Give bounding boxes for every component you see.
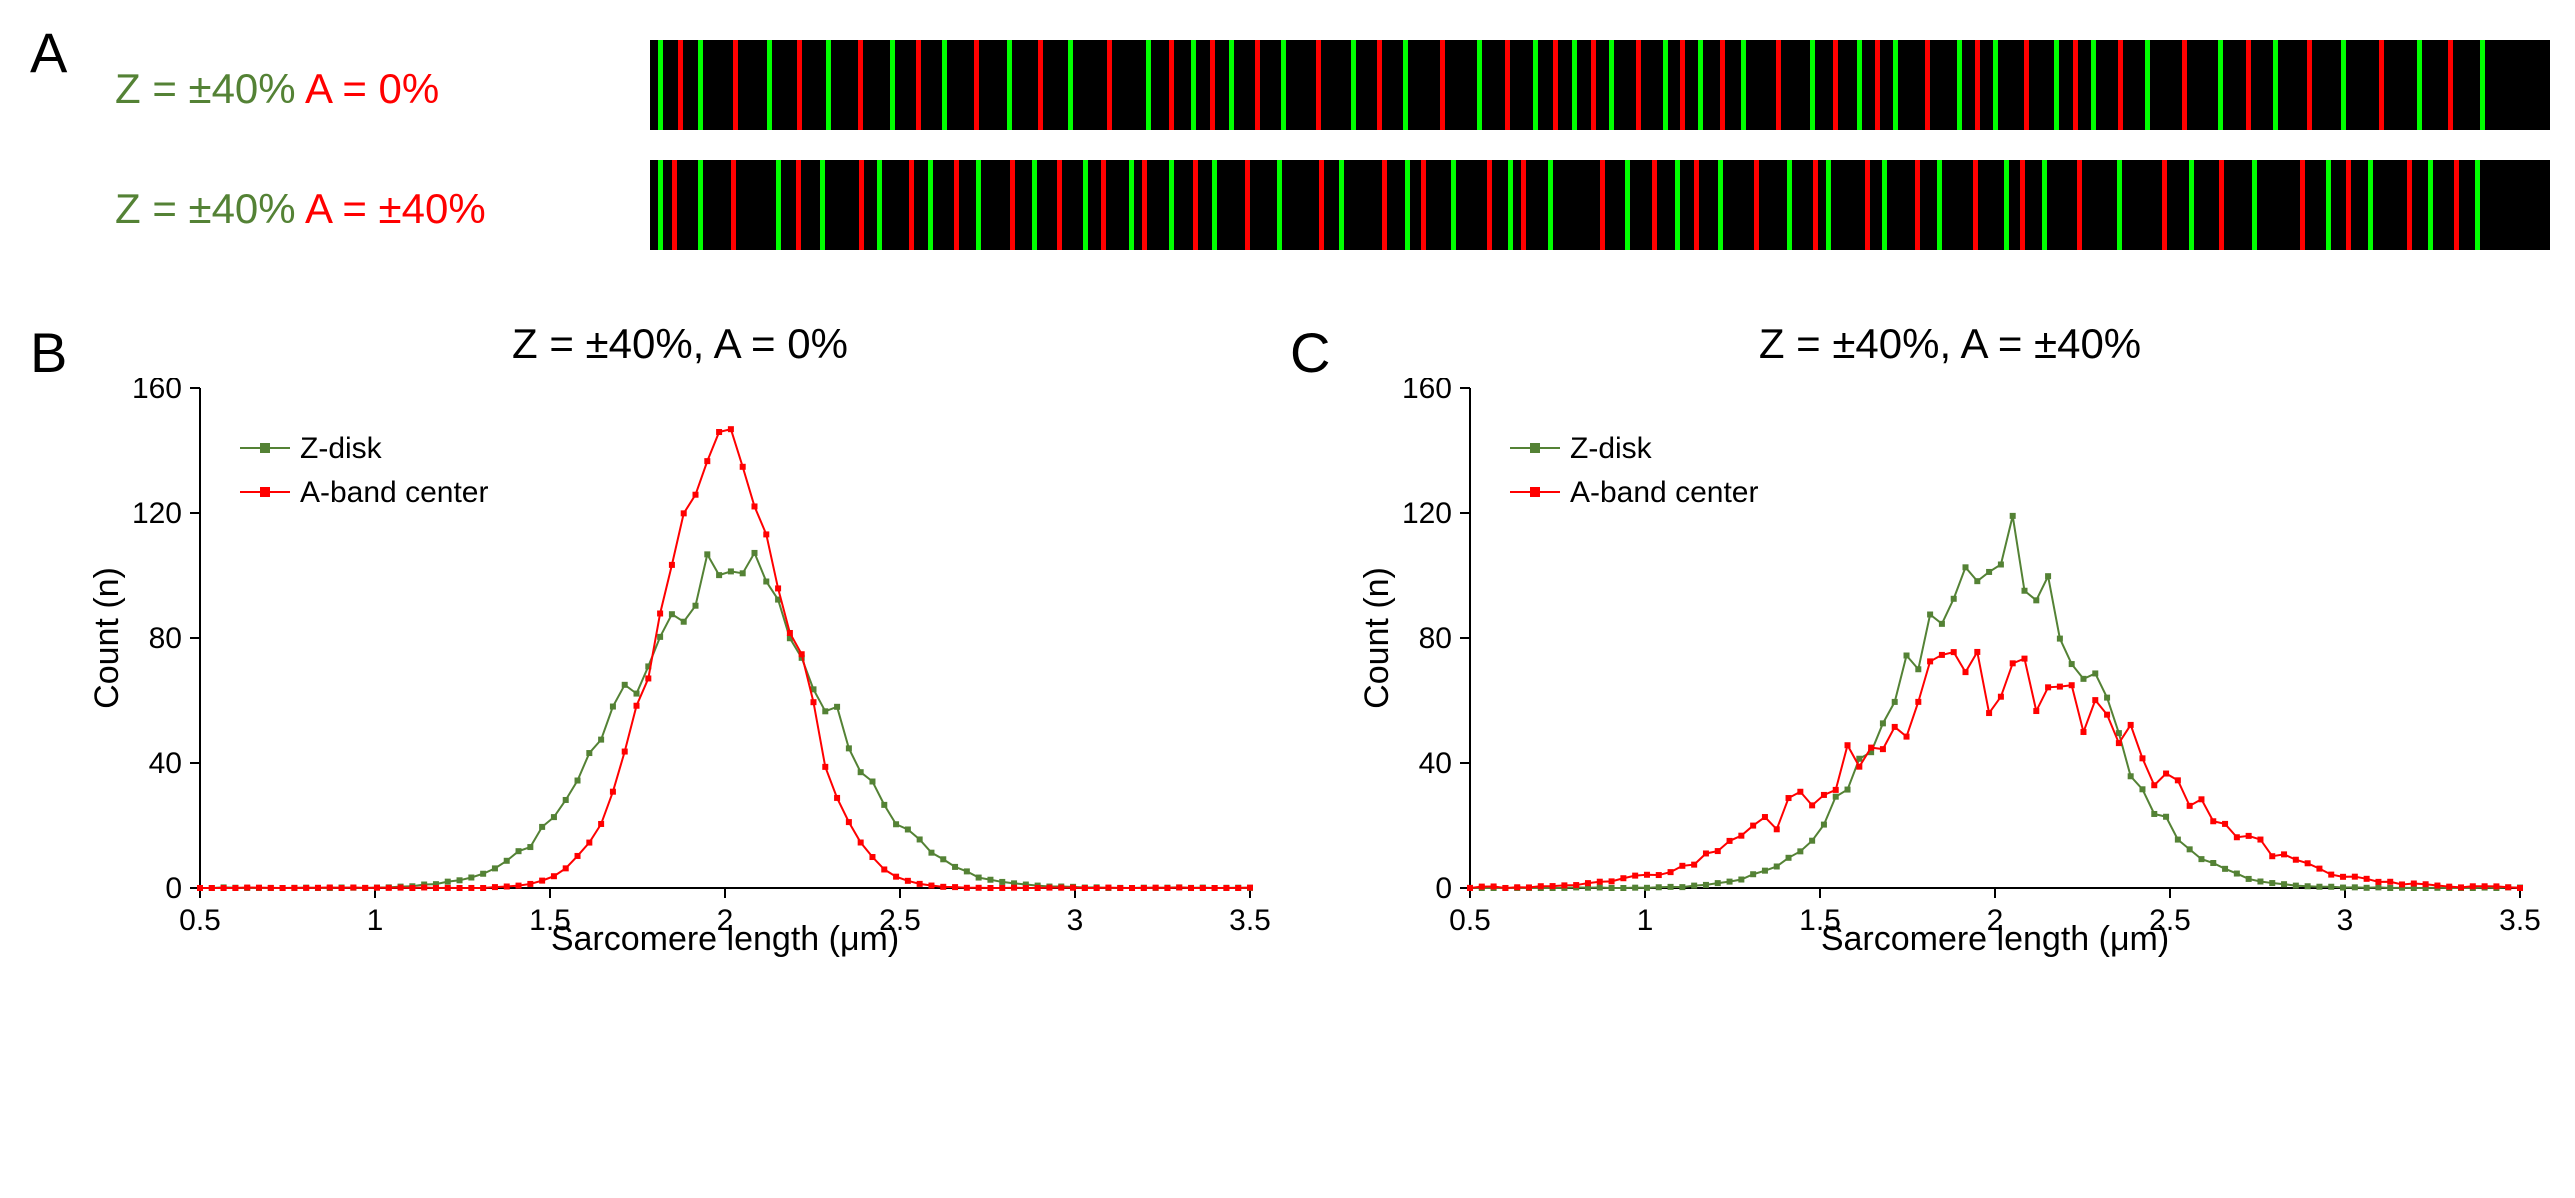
- svg-text:160: 160: [1402, 378, 1452, 405]
- svg-text:3: 3: [2337, 904, 2354, 937]
- svg-text:160: 160: [132, 378, 182, 405]
- sarcomere-strip-row2: [650, 160, 2550, 250]
- svg-text:0: 0: [165, 872, 182, 905]
- row1-a-text: A = 0%: [305, 65, 439, 112]
- sarcomere-strip-row1: [650, 40, 2550, 130]
- svg-text:Sarcomere length (μm): Sarcomere length (μm): [1821, 920, 2169, 958]
- row1-z-text: Z = ±40%: [115, 65, 296, 112]
- svg-text:1: 1: [367, 904, 384, 937]
- svg-text:0.5: 0.5: [179, 904, 221, 937]
- chart-b-title: Z = ±40%, A = 0%: [90, 320, 1270, 368]
- panel-a-row1-labels: Z = ±40% A = 0%: [115, 65, 439, 113]
- svg-text:0.5: 0.5: [1449, 904, 1491, 937]
- svg-text:Count (n): Count (n): [1360, 567, 1396, 709]
- svg-text:80: 80: [149, 622, 182, 655]
- panel-a: A Z = ±40% A = 0% Z = ±40% A = ±40%: [20, 20, 2555, 280]
- row2-z-text: Z = ±40%: [115, 185, 296, 232]
- panel-c-label: C: [1290, 320, 1330, 385]
- svg-text:80: 80: [1419, 622, 1452, 655]
- svg-text:3.5: 3.5: [1229, 904, 1270, 937]
- svg-text:120: 120: [132, 497, 182, 530]
- svg-text:Count (n): Count (n): [90, 567, 126, 709]
- svg-text:40: 40: [1419, 747, 1452, 780]
- svg-text:3.5: 3.5: [2499, 904, 2540, 937]
- svg-text:1: 1: [1637, 904, 1654, 937]
- panel-a-label: A: [30, 20, 67, 85]
- row2-a-text: A = ±40%: [305, 185, 486, 232]
- svg-text:Z-disk: Z-disk: [1570, 432, 1653, 465]
- chart-b-container: Z = ±40%, A = 0% 0.511.522.533.504080120…: [90, 320, 1270, 963]
- svg-text:3: 3: [1067, 904, 1084, 937]
- svg-text:A-band center: A-band center: [300, 476, 488, 509]
- panels-bc: B C Z = ±40%, A = 0% 0.511.522.533.50408…: [20, 320, 2555, 980]
- figure-root: A Z = ±40% A = 0% Z = ±40% A = ±40% B C …: [20, 20, 2555, 980]
- svg-text:A-band center: A-band center: [1570, 476, 1758, 509]
- svg-text:Sarcomere length (μm): Sarcomere length (μm): [551, 920, 899, 958]
- panel-b-label: B: [30, 320, 67, 385]
- svg-text:Z-disk: Z-disk: [300, 432, 383, 465]
- panel-a-row2-labels: Z = ±40% A = ±40%: [115, 185, 486, 233]
- chart-b: 0.511.522.533.504080120160Sarcomere leng…: [90, 378, 1270, 958]
- chart-c-container: Z = ±40%, A = ±40% 0.511.522.533.5040801…: [1360, 320, 2540, 963]
- chart-c: 0.511.522.533.504080120160Sarcomere leng…: [1360, 378, 2540, 958]
- svg-text:40: 40: [149, 747, 182, 780]
- svg-text:120: 120: [1402, 497, 1452, 530]
- svg-text:0: 0: [1435, 872, 1452, 905]
- chart-c-title: Z = ±40%, A = ±40%: [1360, 320, 2540, 368]
